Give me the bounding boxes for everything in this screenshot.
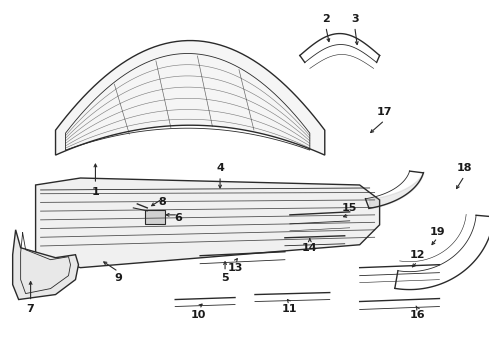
Text: 3: 3 <box>351 14 359 24</box>
Text: 14: 14 <box>302 243 318 253</box>
Text: 10: 10 <box>191 310 206 320</box>
Text: 8: 8 <box>158 197 166 207</box>
Text: 4: 4 <box>216 163 224 173</box>
Text: 17: 17 <box>377 107 392 117</box>
Text: 12: 12 <box>410 250 425 260</box>
Bar <box>145 210 165 224</box>
Text: 16: 16 <box>410 310 425 320</box>
Text: 9: 9 <box>115 273 122 283</box>
Polygon shape <box>13 230 78 300</box>
Text: 6: 6 <box>174 213 182 223</box>
Text: 19: 19 <box>430 227 445 237</box>
Text: 2: 2 <box>322 14 330 24</box>
Polygon shape <box>55 41 325 155</box>
Text: 15: 15 <box>342 203 357 213</box>
Text: 7: 7 <box>27 305 34 315</box>
Polygon shape <box>36 178 380 268</box>
Text: 18: 18 <box>457 163 472 173</box>
Text: 11: 11 <box>282 305 297 315</box>
Text: 5: 5 <box>221 273 229 283</box>
Text: 1: 1 <box>92 187 99 197</box>
Text: 13: 13 <box>227 263 243 273</box>
